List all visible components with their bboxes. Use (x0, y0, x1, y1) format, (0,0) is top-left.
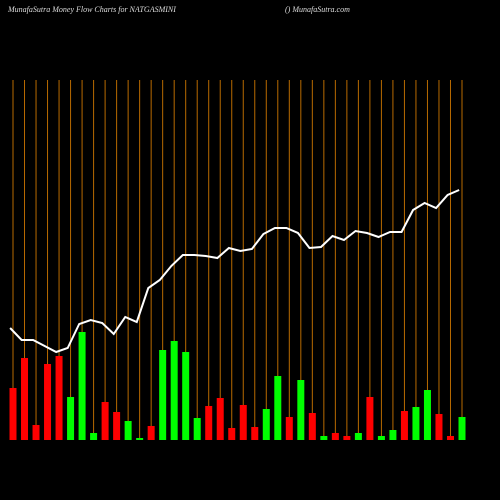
bar (297, 380, 305, 440)
bar (193, 418, 201, 440)
bar (446, 436, 454, 440)
bar (101, 402, 109, 440)
bar (400, 411, 408, 440)
bar (159, 350, 167, 440)
bar (331, 433, 339, 440)
bar (113, 412, 121, 440)
bar (366, 397, 374, 440)
bar (308, 413, 316, 440)
bar (136, 438, 144, 440)
bar (228, 428, 236, 440)
bar (147, 426, 155, 440)
bar (216, 398, 224, 440)
bar (170, 341, 178, 440)
bar (343, 436, 351, 440)
bar (90, 433, 98, 440)
bar (44, 364, 52, 440)
bar (124, 421, 132, 440)
bar (182, 352, 190, 440)
bar (262, 409, 270, 440)
bar (21, 358, 29, 440)
price-line (9, 189, 460, 354)
bar (458, 417, 466, 440)
bar (251, 427, 259, 440)
chart-subtitle: () MunafaSutra.com (285, 5, 350, 14)
bar (9, 388, 17, 440)
bar (354, 433, 362, 440)
bar (435, 414, 443, 440)
bar (205, 406, 213, 440)
bar (285, 417, 293, 440)
bar (377, 436, 385, 440)
bar (412, 407, 420, 440)
chart-title: MunafaSutra Money Flow Charts for NATGAS… (7, 5, 176, 14)
bar (32, 425, 40, 440)
bar (78, 332, 86, 440)
bar (389, 430, 397, 440)
bar (274, 376, 282, 440)
bar (67, 397, 75, 440)
bar (55, 356, 63, 440)
bar (423, 390, 431, 440)
bar (320, 436, 328, 440)
bar (239, 405, 247, 440)
